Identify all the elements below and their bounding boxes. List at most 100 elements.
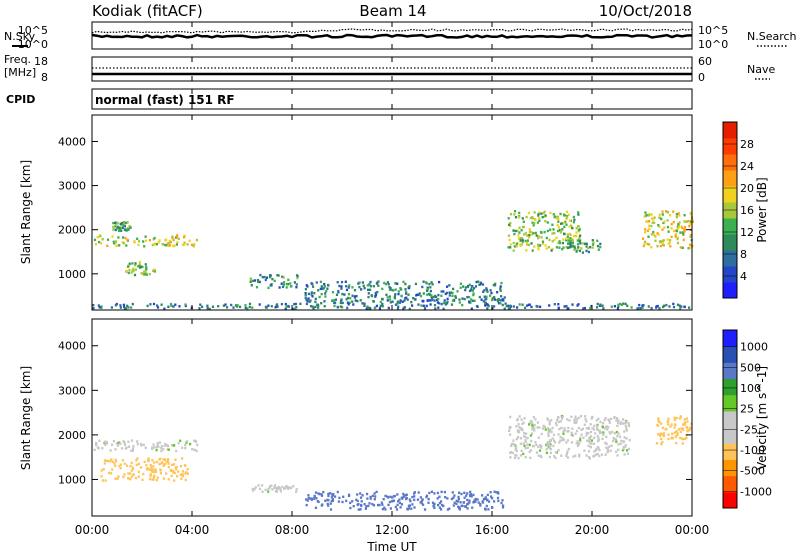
echo-cell xyxy=(605,442,608,446)
echo-cell xyxy=(254,486,257,489)
echo-cell xyxy=(470,495,473,498)
echo-cell xyxy=(512,442,515,446)
echo-cell xyxy=(537,243,540,246)
echo-cell xyxy=(96,446,99,449)
echo-cell xyxy=(388,288,392,291)
echo-cell xyxy=(470,285,474,288)
echo-cell xyxy=(294,302,297,306)
echo-cell xyxy=(670,223,673,226)
echo-cell xyxy=(125,446,128,449)
echo-cell xyxy=(525,241,528,245)
echo-cell xyxy=(541,215,544,219)
echo-cell xyxy=(111,468,114,471)
echo-cell xyxy=(474,497,477,501)
echo-cell xyxy=(560,454,563,457)
echo-cell xyxy=(577,426,580,430)
echo-cell xyxy=(545,448,548,451)
echo-cell xyxy=(553,439,556,442)
echo-cell xyxy=(542,211,545,215)
echo-cell xyxy=(669,425,672,428)
echo-cell xyxy=(167,244,170,248)
echo-cell xyxy=(314,297,317,301)
echo-cell xyxy=(130,469,133,472)
echo-cell xyxy=(685,417,688,420)
echo-cell xyxy=(396,493,399,496)
echo-cell xyxy=(561,437,564,440)
echo-cell xyxy=(555,236,558,239)
echo-cell xyxy=(208,307,211,311)
echo-cell xyxy=(626,304,629,307)
echo-cell xyxy=(537,236,540,239)
echo-cell xyxy=(580,247,583,250)
echo-cell xyxy=(561,415,564,419)
echo-cell xyxy=(105,442,109,445)
echo-cell xyxy=(369,288,372,291)
echo-cell xyxy=(472,293,475,297)
echo-cell xyxy=(587,250,590,254)
echo-cell xyxy=(527,303,530,306)
echo-cell xyxy=(417,293,420,296)
echo-cell xyxy=(433,492,436,495)
echo-cell xyxy=(534,218,537,221)
echo-cell xyxy=(276,303,279,306)
echo-cell xyxy=(282,276,285,279)
echo-cell xyxy=(117,229,121,233)
echo-cell xyxy=(509,451,513,454)
echo-cell xyxy=(172,471,175,474)
echo-cell xyxy=(425,304,428,308)
echo-cell xyxy=(512,229,515,232)
echo-cell xyxy=(274,306,277,309)
echo-cell xyxy=(536,426,539,429)
echo-cell xyxy=(578,236,581,239)
echo-cell xyxy=(326,287,329,290)
echo-cell xyxy=(121,221,124,225)
echo-cell xyxy=(665,210,668,213)
echo-cell xyxy=(672,302,675,306)
echo-cell xyxy=(201,305,204,308)
echo-cell xyxy=(446,508,449,511)
echo-cell xyxy=(642,237,645,240)
echo-cell xyxy=(549,228,552,231)
power-panel-frame xyxy=(91,114,693,311)
echo-cell xyxy=(524,436,527,439)
echo-cell xyxy=(676,433,679,436)
echo-cell xyxy=(132,473,135,476)
echo-cell xyxy=(142,270,146,274)
echo-cell xyxy=(438,506,441,509)
ytick-label: 1000 xyxy=(58,473,86,486)
echo-cell xyxy=(616,424,619,428)
echo-cell xyxy=(429,303,432,306)
echo-cell xyxy=(106,244,109,247)
colorbar-swatch xyxy=(723,266,737,283)
echo-cell xyxy=(563,429,566,432)
echo-cell xyxy=(490,291,493,295)
echo-cell xyxy=(165,472,168,475)
echo-cell xyxy=(651,221,654,224)
echo-cell xyxy=(545,444,549,447)
echo-cell xyxy=(615,430,618,434)
echo-cell xyxy=(324,499,327,502)
echo-cell xyxy=(365,307,368,310)
echo-cell xyxy=(156,304,159,307)
echo-cell xyxy=(363,302,366,305)
echo-cell xyxy=(566,246,569,250)
echo-cell xyxy=(647,214,650,217)
echo-cell xyxy=(314,506,317,509)
echo-cell xyxy=(597,447,600,450)
echo-cell xyxy=(171,235,174,238)
echo-cell xyxy=(549,439,552,442)
echo-cell xyxy=(524,232,527,235)
echo-cell xyxy=(147,459,150,462)
echo-cell xyxy=(620,421,623,424)
echo-cell xyxy=(511,451,514,455)
echo-cell xyxy=(367,288,370,291)
echo-cell xyxy=(158,239,161,242)
echo-cell xyxy=(164,443,167,446)
echo-cell xyxy=(129,478,132,481)
echo-cell xyxy=(389,507,392,510)
colorbar-swatch xyxy=(723,282,737,299)
echo-cell xyxy=(591,427,594,430)
echo-cell xyxy=(673,416,676,419)
echo-cell xyxy=(558,240,561,243)
echo-cell xyxy=(405,292,408,295)
